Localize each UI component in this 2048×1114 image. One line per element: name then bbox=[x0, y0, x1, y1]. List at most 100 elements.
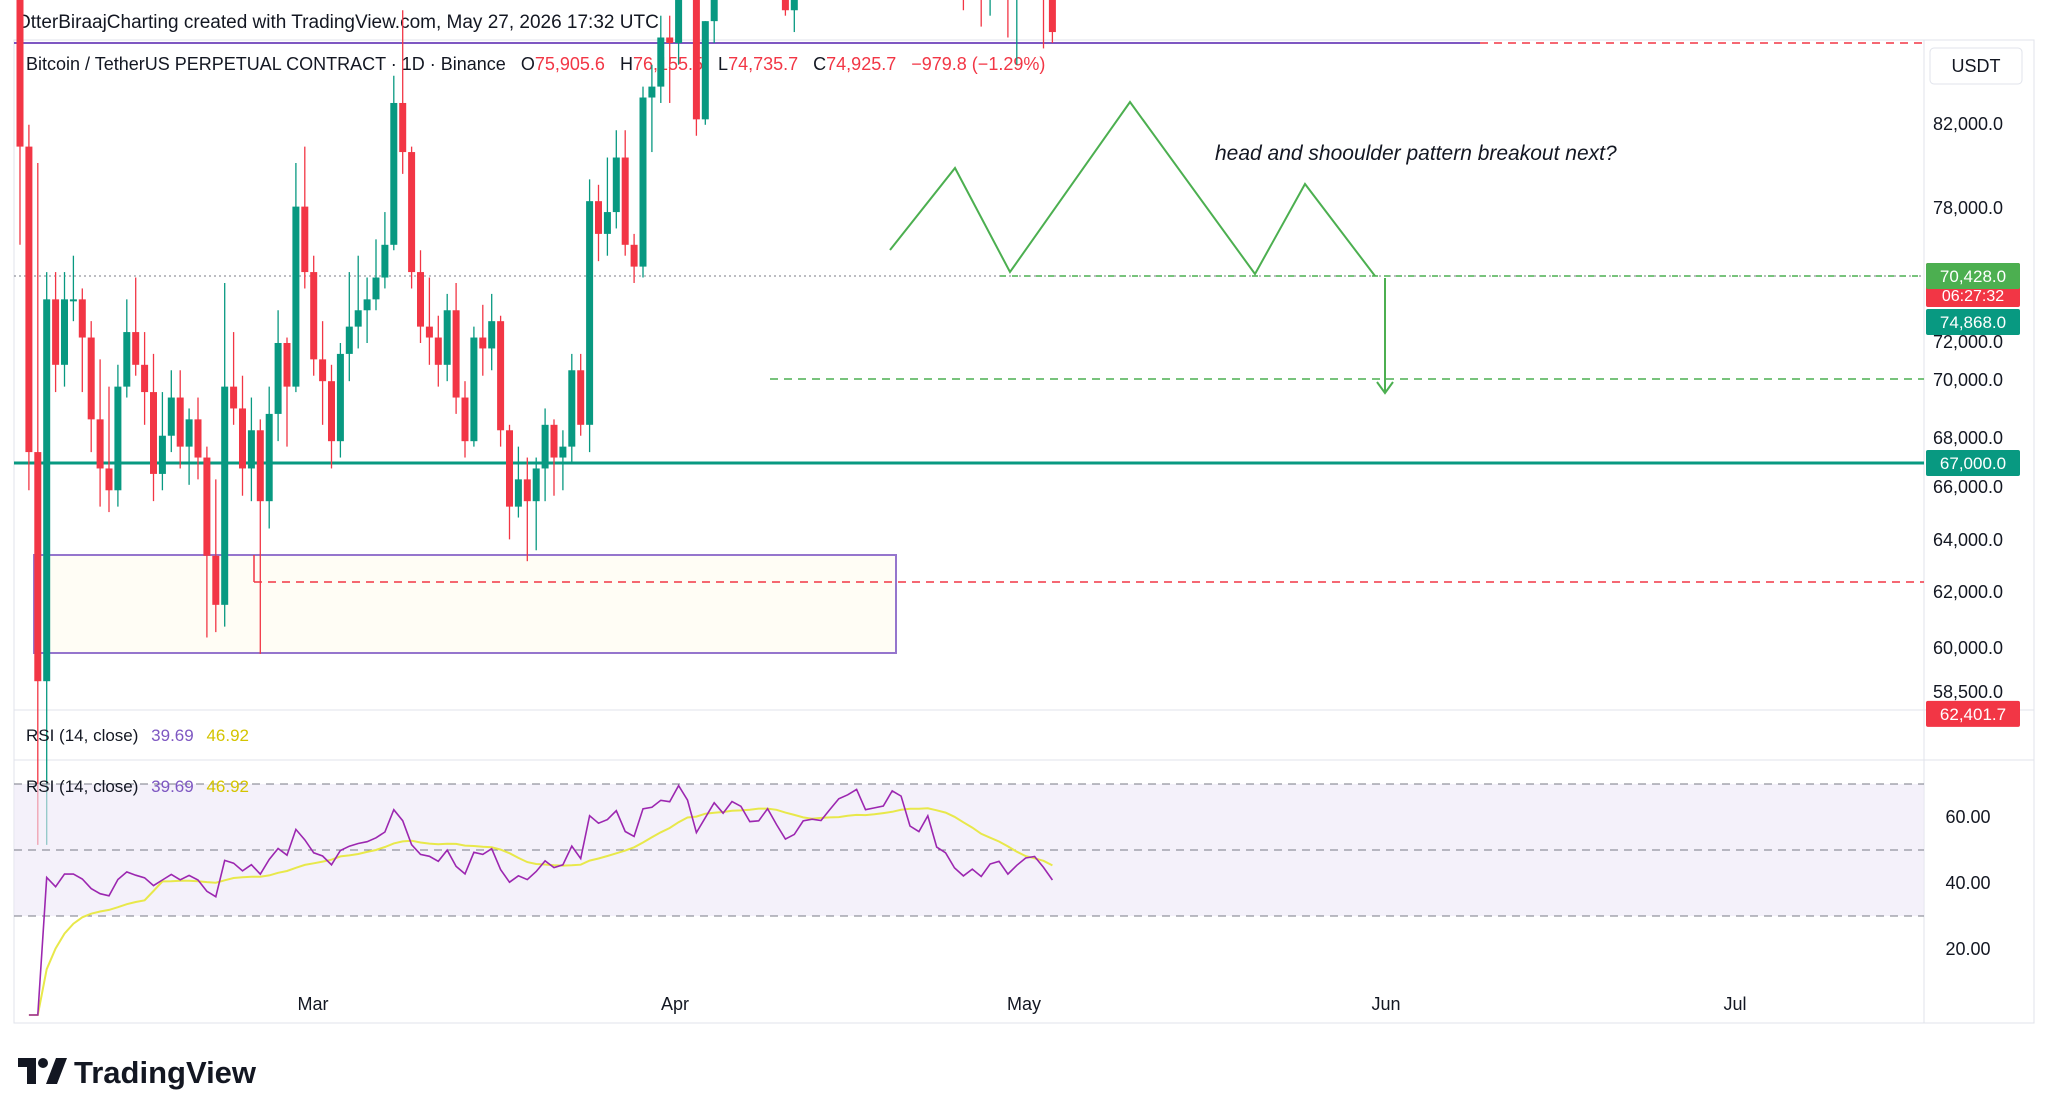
candle bbox=[399, 10, 407, 174]
candle bbox=[354, 255, 362, 349]
candle bbox=[692, 0, 700, 136]
candle-body bbox=[1048, 0, 1056, 33]
time-tick-label: Mar bbox=[298, 994, 329, 1014]
candle bbox=[657, 15, 665, 103]
candle bbox=[301, 146, 309, 289]
candle bbox=[78, 288, 86, 393]
tradingview-logo[interactable]: TradingView bbox=[18, 1055, 257, 1090]
candle bbox=[221, 282, 229, 627]
price-tick-label: 58,500.0 bbox=[1933, 682, 2003, 702]
candle bbox=[980, 0, 982, 27]
candle-body bbox=[577, 370, 585, 425]
candle bbox=[434, 315, 442, 387]
candle-body bbox=[247, 430, 255, 469]
currency-button-label: USDT bbox=[1952, 56, 2001, 76]
candle-body bbox=[408, 152, 416, 273]
candle bbox=[577, 353, 585, 436]
candle-body bbox=[434, 337, 442, 365]
candle-body bbox=[176, 397, 184, 447]
candle bbox=[497, 315, 505, 447]
candle bbox=[603, 157, 611, 256]
head-shoulders-pattern[interactable] bbox=[889, 100, 1376, 277]
candle-body bbox=[158, 435, 166, 474]
candle-body bbox=[639, 97, 647, 267]
candle-body bbox=[666, 37, 674, 43]
candle bbox=[461, 381, 469, 458]
tradingview-logo-icon bbox=[18, 1058, 67, 1084]
price-label: 62,401.7 bbox=[1926, 700, 2020, 727]
candle bbox=[586, 179, 594, 453]
time-tick-label: Jun bbox=[1371, 994, 1400, 1014]
candle bbox=[595, 184, 602, 262]
candle-body bbox=[363, 299, 371, 311]
candle-body bbox=[230, 386, 238, 409]
candle-body bbox=[417, 272, 424, 327]
candle bbox=[568, 353, 576, 463]
price-axis[interactable]: 82,000.0 78,000.0 72,000.0 70,000.0 68,000.0… bbox=[1933, 114, 2003, 702]
candle-body bbox=[781, 0, 789, 11]
candle-body bbox=[425, 326, 433, 338]
candle-body bbox=[559, 446, 567, 458]
price-tick-label: 62,000.0 bbox=[1933, 582, 2003, 602]
rsi-line bbox=[28, 784, 1054, 1016]
demand-zone-box[interactable] bbox=[33, 554, 897, 654]
price-tick-label: 78,000.0 bbox=[1933, 198, 2003, 218]
price-tick-label: 66,000.0 bbox=[1933, 477, 2003, 497]
pattern-annotation[interactable]: head and shooulder pattern breakout next… bbox=[1215, 142, 1617, 165]
candle bbox=[319, 321, 327, 425]
candle-body bbox=[541, 424, 549, 469]
candle-body bbox=[479, 337, 487, 349]
candle-body bbox=[648, 86, 656, 98]
candle bbox=[443, 293, 451, 382]
currency-button[interactable]: USDT bbox=[1929, 47, 2023, 85]
svg-text:67,000.0: 67,000.0 bbox=[1940, 454, 2006, 473]
candle bbox=[310, 255, 318, 376]
candle bbox=[550, 419, 558, 496]
candle bbox=[612, 130, 620, 229]
candle-body bbox=[354, 310, 362, 327]
candle-body bbox=[345, 326, 353, 354]
candle bbox=[345, 272, 353, 382]
candle-body bbox=[514, 479, 522, 507]
low-value: 74,735.7 bbox=[728, 54, 798, 74]
candle-body bbox=[336, 353, 344, 442]
rsi-ma-value-2: 46.92 bbox=[206, 777, 249, 796]
candle bbox=[425, 277, 433, 365]
high-value: 76,155.5 bbox=[633, 54, 703, 74]
candle-body bbox=[25, 146, 33, 453]
candle bbox=[87, 321, 95, 453]
candle bbox=[381, 212, 389, 289]
candle bbox=[61, 272, 68, 387]
candle bbox=[781, 0, 789, 16]
candle bbox=[123, 299, 131, 398]
candle-body bbox=[790, 0, 798, 11]
candle-body bbox=[16, 0, 24, 147]
candle-body bbox=[194, 419, 202, 458]
candle-body bbox=[274, 342, 282, 414]
candle-body bbox=[586, 201, 594, 425]
candle-body bbox=[603, 212, 611, 234]
candle-body bbox=[497, 321, 505, 431]
candle bbox=[1042, 0, 1045, 49]
change-value: −979.8 (−1.29%) bbox=[911, 54, 1045, 74]
time-axis[interactable]: Mar Apr May Jun Jul bbox=[298, 994, 1747, 1014]
price-tick-label: 64,000.0 bbox=[1933, 530, 2003, 550]
candle bbox=[479, 304, 487, 376]
candle bbox=[532, 457, 540, 551]
candle bbox=[43, 272, 51, 845]
price-tick-label: 70,000.0 bbox=[1933, 370, 2003, 390]
breakdown-arrow-head bbox=[1376, 381, 1394, 395]
candle-body bbox=[532, 468, 540, 502]
candle bbox=[488, 293, 496, 371]
candle-body bbox=[265, 413, 273, 502]
rsi-tick-label: 40.00 bbox=[1945, 873, 1990, 893]
candle-body bbox=[52, 299, 60, 365]
rsi-axis[interactable]: 60.00 40.00 20.00 bbox=[1945, 807, 1990, 959]
candles-series bbox=[16, 0, 1056, 845]
time-tick-label: Apr bbox=[661, 994, 689, 1014]
candle bbox=[292, 162, 300, 393]
candle bbox=[710, 0, 718, 43]
candle bbox=[16, 0, 24, 245]
candle bbox=[541, 408, 549, 502]
